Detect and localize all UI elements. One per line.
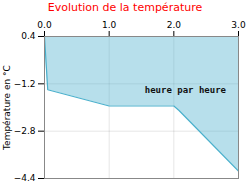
svg-text:2.0: 2.0: [167, 20, 182, 30]
svg-text:0.4: 0.4: [21, 31, 36, 41]
svg-text:Température en °C: Température en °C: [2, 65, 12, 151]
svg-text:−2.8: −2.8: [14, 126, 36, 136]
svg-text:0.0: 0.0: [37, 20, 52, 30]
svg-text:−4.4: −4.4: [14, 173, 36, 183]
html-text:Evolution de la température: Evolution de la température: [47, 1, 203, 14]
svg-text:3.0: 3.0: [231, 20, 246, 30]
svg-text:−1.2: −1.2: [14, 79, 36, 89]
svg-text:heure par heure: heure par heure: [145, 85, 227, 95]
svg-text:1.0: 1.0: [102, 20, 117, 30]
